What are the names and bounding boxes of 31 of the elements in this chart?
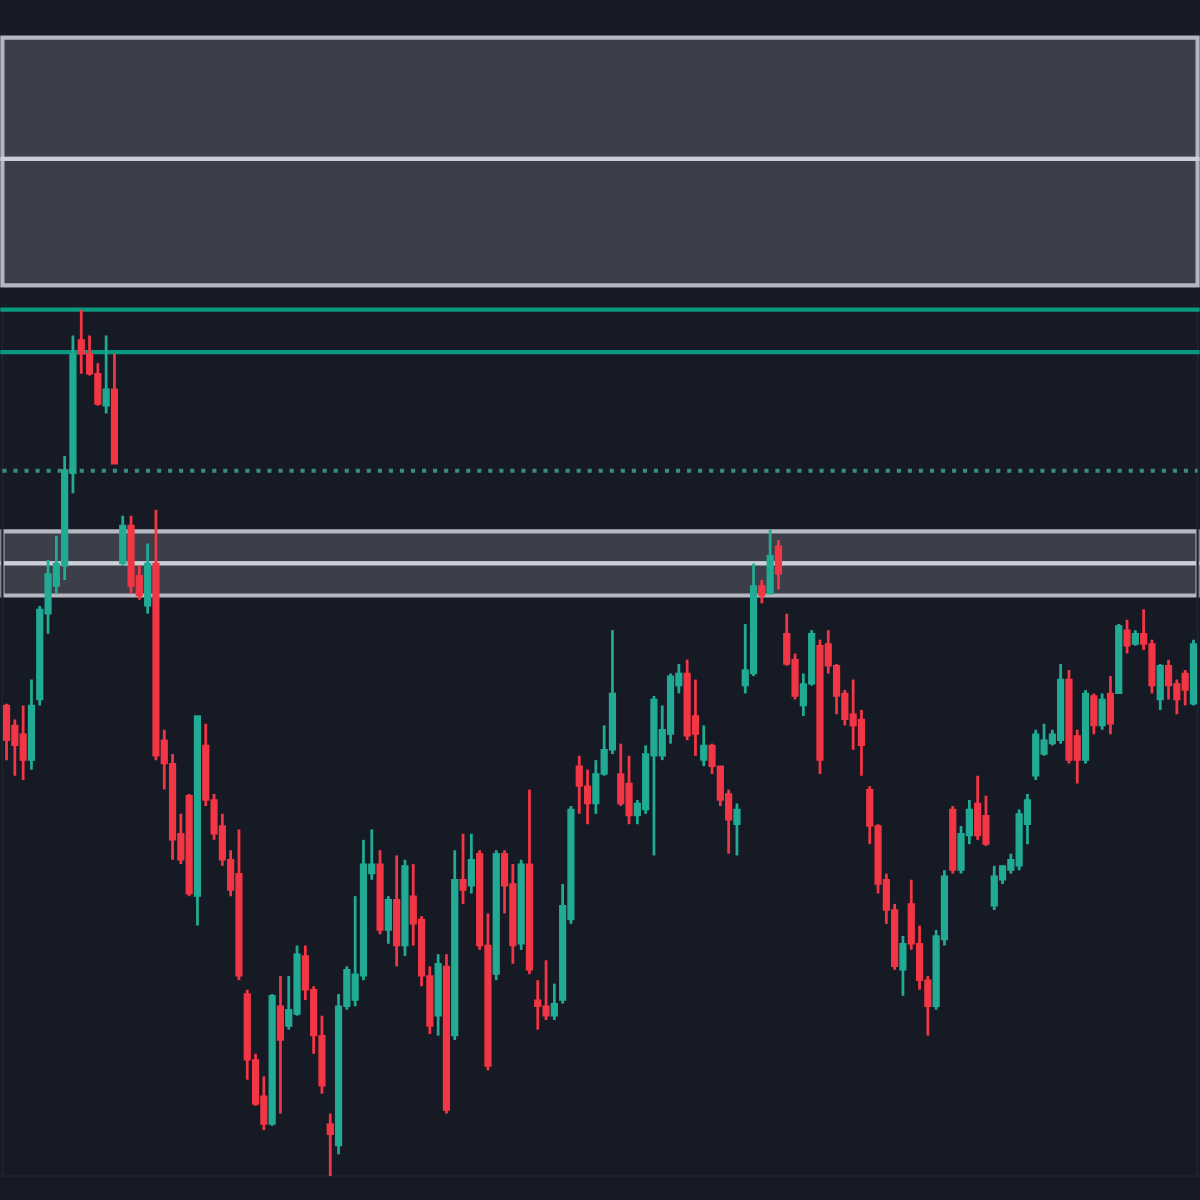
- candlestick: [733, 802, 741, 857]
- candlestick: [1032, 728, 1040, 782]
- candlestick: [119, 514, 127, 568]
- candlestick: [899, 934, 907, 998]
- candlestick: [276, 974, 285, 1116]
- candlestick: [77, 309, 85, 376]
- candlestick: [1123, 618, 1131, 655]
- candlestick: [459, 832, 467, 906]
- candlestick: [102, 334, 110, 415]
- candlestick: [766, 528, 774, 596]
- candlestick: [974, 774, 982, 842]
- candlestick: [393, 854, 401, 968]
- candlestick: [1106, 674, 1115, 736]
- candlestick: [19, 704, 27, 782]
- candlestick: [575, 754, 583, 816]
- candlestick: [617, 742, 625, 808]
- candlestick: [1098, 692, 1106, 732]
- candlestick: [542, 958, 550, 1022]
- candlestick: [1090, 692, 1098, 736]
- candlestick: [1156, 662, 1164, 712]
- candlestick: [384, 894, 392, 946]
- candlestick: [1181, 668, 1189, 707]
- candlestick: [534, 978, 542, 1031]
- candlestick: [691, 678, 700, 758]
- candlestick: [144, 542, 152, 616]
- candlestick: [758, 578, 766, 605]
- candlestick: [774, 538, 783, 591]
- candlestick: [990, 864, 998, 912]
- candlestick: [326, 1112, 334, 1176]
- candlestick: [700, 724, 708, 768]
- candlestick: [467, 832, 475, 895]
